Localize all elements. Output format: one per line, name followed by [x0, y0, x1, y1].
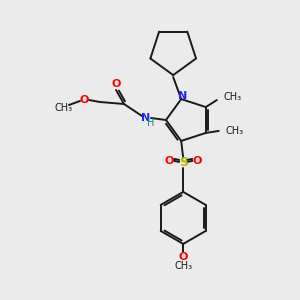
Text: O: O: [193, 156, 202, 166]
Text: CH₃: CH₃: [226, 126, 244, 136]
Text: CH₃: CH₃: [224, 92, 242, 102]
Text: O: O: [178, 252, 188, 262]
Text: O: O: [79, 95, 89, 105]
Text: S: S: [179, 156, 188, 170]
Text: CH₃: CH₃: [174, 261, 192, 271]
Text: CH₃: CH₃: [55, 103, 73, 113]
Text: N: N: [141, 113, 151, 123]
Text: O: O: [111, 79, 121, 89]
Text: N: N: [178, 91, 187, 101]
Text: O: O: [164, 156, 174, 166]
Text: H: H: [147, 118, 155, 128]
